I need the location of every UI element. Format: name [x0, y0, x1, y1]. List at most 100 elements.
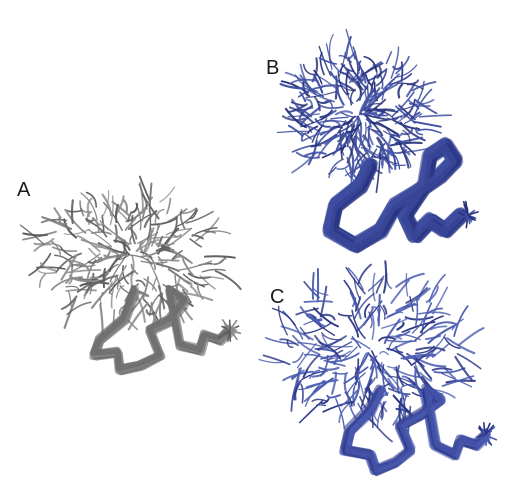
tail-strand: [381, 362, 387, 397]
tail-strand: [139, 241, 144, 252]
tail-strand: [150, 216, 179, 226]
tail-strand: [138, 183, 148, 210]
tail-strand: [375, 160, 381, 194]
tail-strand: [407, 99, 431, 108]
tail-strand: [389, 73, 413, 86]
tail-strand: [318, 341, 342, 360]
tail-strand: [86, 212, 92, 226]
tail-strand: [371, 128, 393, 153]
tail-strand: [80, 239, 112, 248]
tail-strand: [377, 136, 385, 156]
tail-strand: [419, 315, 444, 334]
tail-strand: [80, 192, 98, 221]
tail-strand: [277, 305, 289, 336]
tail-strand: [129, 254, 153, 265]
tail-strand: [386, 116, 400, 121]
tail-strand: [351, 157, 365, 173]
tail-strand: [395, 272, 425, 288]
tail-strand: [92, 245, 119, 255]
tail-strand: [135, 238, 160, 252]
tail-strand: [298, 399, 324, 424]
tail-strand: [431, 367, 453, 371]
tail-strand: [373, 355, 378, 367]
tail-strand: [418, 311, 451, 316]
tail-strand: [385, 51, 393, 65]
tail-strand: [390, 279, 410, 304]
tail-strand: [302, 81, 311, 97]
tail-strand: [341, 71, 361, 90]
tail-strand: [41, 216, 69, 229]
tail-strand: [413, 120, 442, 128]
tail-strand: [64, 209, 87, 234]
tail-strand: [398, 104, 416, 121]
tail-strand: [303, 353, 328, 360]
panel-c-c-terminal-fray: [475, 421, 498, 447]
tail-strand: [347, 316, 360, 338]
tail-strand: [146, 210, 152, 241]
tail-strand: [324, 131, 353, 145]
tail-strand: [157, 227, 180, 255]
panel-b-c-terminal-fray: [457, 200, 479, 229]
tail-strand: [72, 253, 101, 272]
tail-strand: [264, 337, 297, 345]
tail-strand: [392, 65, 403, 71]
tail-strand: [299, 326, 310, 340]
tail-strand: [354, 366, 365, 398]
tail-strand: [334, 110, 354, 116]
tail-strand: [345, 266, 366, 295]
tail-strand: [177, 283, 189, 293]
tail-strand: [65, 259, 86, 266]
tail-strand: [142, 227, 155, 255]
panel-a-core-backbone: [89, 284, 236, 376]
tail-strand: [287, 124, 304, 137]
tail-strand: [296, 106, 313, 118]
tail-strand: [135, 202, 142, 231]
tail-strand: [326, 349, 344, 363]
tail-strand: [376, 145, 394, 157]
tail-strand: [63, 218, 78, 239]
tail-strand: [178, 260, 213, 271]
tail-strand: [370, 306, 380, 315]
tail-strand: [340, 112, 357, 118]
tail-strand: [417, 128, 442, 134]
tail-strand: [371, 311, 375, 340]
terminal-strand: [465, 214, 469, 222]
tail-strand: [332, 137, 352, 156]
tail-strand: [143, 227, 153, 254]
tail-strand: [117, 254, 130, 261]
tail-strand: [415, 295, 419, 326]
tail-strand: [311, 271, 315, 300]
tail-strand: [50, 276, 84, 291]
tail-strand: [352, 53, 367, 84]
tail-strand: [342, 120, 353, 126]
tail-strand: [397, 83, 404, 99]
backbone-ribbon: [344, 386, 490, 475]
tail-strand: [204, 230, 216, 234]
tail-strand: [109, 195, 114, 226]
tail-strand: [155, 263, 180, 272]
tail-strand: [201, 268, 226, 273]
tail-strand: [22, 232, 49, 237]
tail-strand: [340, 389, 358, 407]
tail-strand: [360, 378, 373, 410]
tail-strand: [381, 317, 410, 329]
tail-strand: [85, 191, 97, 208]
tail-strand: [114, 224, 118, 244]
tail-strand: [425, 285, 439, 304]
tail-strand: [140, 251, 160, 258]
tail-strand: [50, 242, 62, 248]
tail-strand: [109, 281, 113, 295]
panel-a-c-terminal-fray: [217, 318, 242, 342]
tail-strand: [400, 128, 414, 136]
tail-strand: [346, 51, 357, 62]
tail-strand: [110, 274, 118, 309]
tail-strand: [404, 315, 434, 321]
tail-strand: [99, 220, 125, 241]
tail-strand: [355, 92, 364, 102]
tail-strand: [121, 264, 130, 285]
tail-strand: [386, 149, 408, 154]
tail-strand: [380, 405, 384, 421]
tail-strand: [395, 64, 418, 78]
